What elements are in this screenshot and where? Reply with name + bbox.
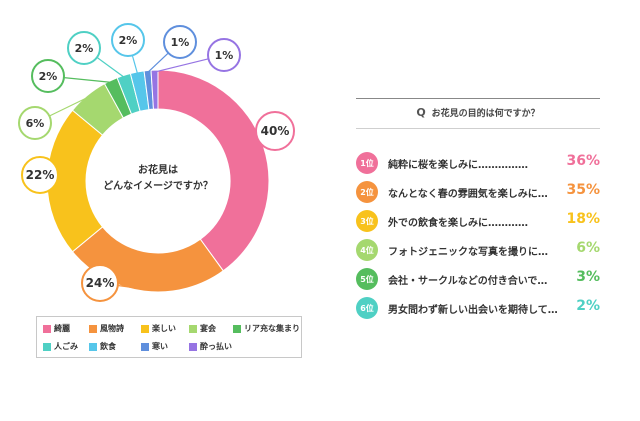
callout-bubble — [21, 156, 59, 194]
center-label: どんなイメージですか？ — [103, 179, 213, 192]
rank-badge: 1位 — [356, 152, 378, 174]
donut-slice — [150, 69, 159, 110]
data-label: 2% — [75, 42, 94, 55]
legend-swatch — [43, 324, 51, 333]
rank-value: 36% — [566, 153, 600, 169]
legend-label: リア充な集まり — [244, 324, 300, 333]
callout-bubble — [207, 38, 241, 72]
callout-bubble — [81, 264, 119, 302]
callout-leader-line — [154, 58, 209, 73]
donut-slice — [157, 69, 270, 272]
callout-bubble — [67, 31, 101, 65]
question-heading: Q お花見の目的は何ですか？ — [356, 106, 600, 119]
legend-label: 酔っ払い — [200, 342, 232, 351]
chart-legend: 綺麗 風物詩 楽しい 宴会 リア充な集まり人ごみ 飲食 寒い 酔っ払い — [36, 316, 302, 358]
callout-leader-line — [49, 96, 89, 117]
rank-label: なんとなく春の雰囲気を楽しみに… — [388, 189, 548, 200]
legend-swatch — [141, 324, 149, 333]
callout-leader-line — [63, 76, 112, 83]
legend-swatch — [89, 324, 97, 333]
callout-bubble — [163, 25, 197, 59]
rank-value: 3% — [576, 269, 600, 285]
data-label: 2% — [119, 34, 138, 47]
rank-label: 男女問わず新しい出会いを期待して… — [388, 305, 558, 316]
rank-row: 3位 外での飲食を楽しみに………… 18% — [356, 210, 600, 232]
question-divider-bottom — [356, 128, 600, 129]
rank-badge: 5位 — [356, 268, 378, 290]
rank-value: 18% — [566, 211, 600, 227]
legend-label: 風物詩 — [100, 324, 124, 333]
legend-swatch — [89, 342, 97, 351]
rank-value: 6% — [576, 240, 600, 256]
data-label: 6% — [26, 117, 45, 130]
rank-badge: 4位 — [356, 239, 378, 261]
rank-row: 5位 会社・サークルなどの付き合いで… 3% — [356, 268, 600, 290]
question-divider-top — [356, 98, 600, 99]
legend-item: 寒い — [141, 341, 168, 352]
rank-badge: 2位 — [356, 181, 378, 203]
callout-bubble — [111, 23, 145, 57]
legend-item: 酔っ払い — [189, 341, 232, 352]
legend-label: 飲食 — [100, 342, 116, 351]
rank-row: 2位 なんとなく春の雰囲気を楽しみに… 35% — [356, 181, 600, 203]
callout-bubble — [31, 59, 65, 93]
legend-swatch — [43, 342, 51, 351]
center-label: お花見は — [138, 163, 178, 176]
callout-leader-line — [131, 55, 139, 75]
callout-leader-line — [147, 52, 169, 73]
rank-value: 2% — [576, 298, 600, 314]
rank-label: フォトジェニックな写真を撮りに… — [388, 247, 548, 258]
rank-badge: 3位 — [356, 210, 378, 232]
data-label: 2% — [39, 70, 58, 83]
rank-badge: 6位 — [356, 297, 378, 319]
rank-label: 外での飲食を楽しみに………… — [388, 218, 528, 229]
callout-bubble — [18, 106, 52, 140]
rank-label: 会社・サークルなどの付き合いで… — [388, 276, 548, 287]
rank-row: 4位 フォトジェニックな写真を撮りに… 6% — [356, 239, 600, 261]
legend-item: 風物詩 — [89, 323, 124, 334]
legend-swatch — [189, 342, 197, 351]
callout-bubble — [255, 111, 295, 151]
legend-label: 寒い — [152, 342, 168, 351]
data-label: 40% — [261, 124, 290, 138]
legend-item: リア充な集まり — [233, 323, 300, 334]
data-label: 1% — [171, 36, 190, 49]
data-label: 1% — [215, 49, 234, 62]
rank-label: 純粋に桜を楽しみに…………… — [388, 160, 528, 171]
legend-swatch — [141, 342, 149, 351]
legend-label: 人ごみ — [54, 342, 78, 351]
legend-item: 宴会 — [189, 323, 216, 334]
legend-label: 綺麗 — [54, 324, 70, 333]
callout-leader-line — [96, 56, 125, 78]
rank-value: 35% — [566, 182, 600, 198]
rank-row: 1位 純粋に桜を楽しみに…………… 36% — [356, 152, 600, 174]
legend-item: 人ごみ — [43, 341, 78, 352]
legend-swatch — [189, 324, 197, 333]
legend-swatch — [233, 324, 241, 333]
question-mark: Q — [416, 106, 426, 119]
legend-item: 綺麗 — [43, 323, 70, 334]
data-label: 22% — [26, 168, 55, 182]
legend-label: 楽しい — [152, 324, 176, 333]
legend-item: 飲食 — [89, 341, 116, 352]
legend-item: 楽しい — [141, 323, 176, 334]
legend-label: 宴会 — [200, 324, 216, 333]
callout-leader-line — [117, 284, 145, 290]
rank-row: 6位 男女問わず新しい出会いを期待して… 2% — [356, 297, 600, 319]
data-label: 24% — [86, 276, 115, 290]
question-text: お花見の目的は何ですか？ — [431, 109, 540, 119]
